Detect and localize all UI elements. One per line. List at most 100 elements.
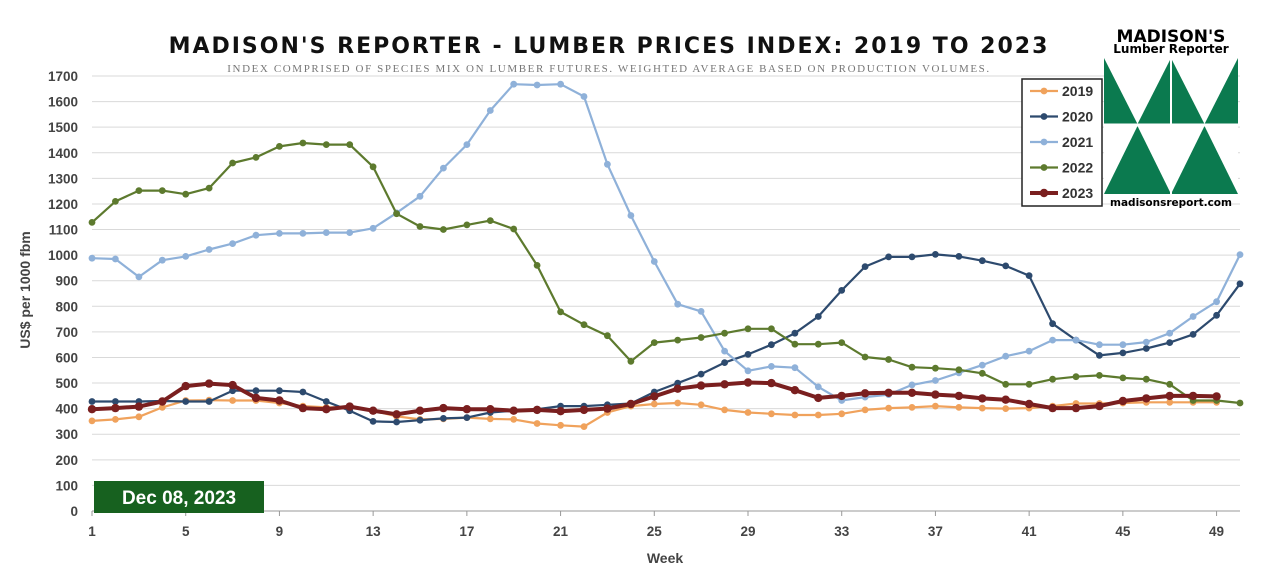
data-point-2019 bbox=[557, 421, 564, 429]
data-point-2021 bbox=[1213, 298, 1220, 306]
data-point-2023 bbox=[1095, 401, 1104, 411]
data-point-2020 bbox=[838, 287, 846, 294]
data-point-2020 bbox=[1002, 262, 1010, 270]
x-axis-label: Week bbox=[647, 550, 684, 566]
data-point-2020 bbox=[182, 398, 190, 405]
data-point-2021 bbox=[721, 347, 728, 355]
y-tick-label: 1200 bbox=[48, 197, 78, 212]
data-point-2022 bbox=[861, 353, 869, 361]
legend-label: 2023 bbox=[1062, 185, 1093, 201]
data-point-2022 bbox=[510, 225, 518, 233]
legend: 2019 2020 2021 2022 2023 bbox=[1021, 78, 1103, 207]
data-point-2020 bbox=[369, 418, 377, 425]
data-point-2023 bbox=[509, 406, 518, 415]
data-point-2019 bbox=[908, 404, 916, 411]
data-point-2020 bbox=[252, 387, 260, 395]
data-point-2019 bbox=[861, 406, 869, 414]
data-point-2020 bbox=[322, 398, 330, 405]
data-point-2020 bbox=[88, 398, 96, 405]
data-point-2020 bbox=[932, 251, 939, 258]
x-axis-ticks: 1 5 9 13 17 21 25 29 33 37 41 45 49 bbox=[88, 511, 1224, 539]
data-point-2021 bbox=[1236, 251, 1244, 258]
data-point-2023 bbox=[275, 396, 284, 405]
y-axis-ticks: 0 100 200 300 400 500 600 700 800 900 1000 1100 1200… bbox=[48, 69, 78, 519]
data-point-2021 bbox=[182, 253, 190, 260]
data-point-2021 bbox=[158, 256, 166, 264]
data-point-2022 bbox=[1049, 375, 1056, 383]
data-point-2021 bbox=[88, 254, 96, 262]
data-point-2022 bbox=[1166, 380, 1174, 388]
x-tick-label: 1 bbox=[88, 524, 96, 539]
data-point-2023 bbox=[954, 391, 964, 401]
x-tick-label: 29 bbox=[740, 524, 755, 539]
data-point-2019 bbox=[721, 406, 728, 414]
data-point-2022 bbox=[416, 223, 424, 230]
data-point-2019 bbox=[510, 416, 518, 423]
series-2019 bbox=[88, 396, 1220, 430]
x-tick-label: 25 bbox=[647, 524, 663, 539]
data-point-2023 bbox=[1118, 396, 1128, 406]
data-point-2020 bbox=[1236, 280, 1244, 288]
data-point-2020 bbox=[978, 257, 986, 265]
data-point-2019 bbox=[768, 410, 775, 418]
date-badge-text: Dec 08, 2023 bbox=[122, 488, 236, 509]
data-point-2022 bbox=[182, 190, 190, 198]
data-point-2021 bbox=[276, 230, 283, 237]
data-point-2021 bbox=[604, 160, 611, 168]
data-point-2023 bbox=[158, 397, 167, 406]
legend-item-2021: 2021 bbox=[1030, 134, 1093, 150]
data-point-2019 bbox=[1002, 405, 1010, 412]
data-point-2019 bbox=[697, 401, 705, 409]
data-point-2021 bbox=[252, 231, 260, 239]
x-tick-label: 45 bbox=[1115, 524, 1131, 539]
data-point-2023 bbox=[931, 390, 940, 399]
data-point-2023 bbox=[251, 393, 261, 403]
legend-swatch-marker bbox=[1040, 113, 1048, 120]
data-point-2020 bbox=[112, 398, 119, 405]
data-point-2023 bbox=[228, 380, 237, 390]
legend-item-2019: 2019 bbox=[1030, 83, 1093, 99]
data-point-2023 bbox=[1001, 395, 1010, 404]
data-point-2022 bbox=[1236, 399, 1244, 407]
data-point-2020 bbox=[1142, 345, 1150, 352]
data-point-2019 bbox=[135, 413, 143, 421]
data-point-2022 bbox=[205, 184, 213, 192]
data-point-2023 bbox=[111, 403, 120, 413]
data-point-2022 bbox=[1025, 380, 1033, 388]
data-point-2019 bbox=[885, 404, 892, 412]
data-point-2020 bbox=[1213, 311, 1220, 319]
y-tick-label: 1600 bbox=[48, 95, 78, 110]
data-point-2023 bbox=[1048, 403, 1057, 413]
data-point-2019 bbox=[978, 404, 986, 412]
y-tick-label: 1700 bbox=[48, 69, 78, 84]
y-tick-label: 300 bbox=[55, 427, 78, 442]
data-point-2020 bbox=[205, 398, 213, 405]
data-point-2023 bbox=[134, 402, 144, 411]
data-point-2022 bbox=[791, 340, 799, 348]
logo-triangle bbox=[1171, 58, 1238, 124]
data-point-2021 bbox=[1189, 313, 1197, 320]
data-point-2023 bbox=[298, 403, 308, 413]
data-point-2023 bbox=[345, 402, 354, 411]
data-point-2021 bbox=[1025, 347, 1033, 355]
data-point-2021 bbox=[627, 212, 635, 219]
data-point-2023 bbox=[439, 403, 448, 413]
data-point-2023 bbox=[884, 388, 893, 397]
y-tick-label: 1100 bbox=[49, 223, 78, 238]
data-point-2020 bbox=[721, 359, 728, 366]
logo-url: madisonsreport.com bbox=[1110, 197, 1232, 209]
data-point-2021 bbox=[463, 141, 471, 149]
data-point-2022 bbox=[463, 221, 471, 229]
data-point-2019 bbox=[674, 399, 682, 407]
legend-label: 2021 bbox=[1062, 134, 1093, 150]
logo-gap bbox=[1204, 126, 1238, 194]
data-point-2023 bbox=[1165, 391, 1174, 401]
data-point-2020 bbox=[416, 416, 424, 424]
data-point-2021 bbox=[299, 230, 307, 237]
data-point-2021 bbox=[346, 229, 354, 237]
x-tick-label: 41 bbox=[1022, 524, 1038, 539]
data-point-2023 bbox=[650, 392, 659, 401]
data-point-2022 bbox=[838, 339, 846, 346]
data-point-2022 bbox=[112, 198, 119, 205]
data-point-2021 bbox=[978, 361, 986, 369]
